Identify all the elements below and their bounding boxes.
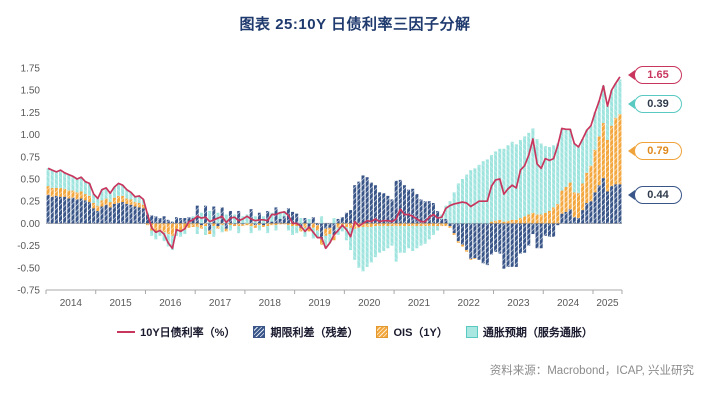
svg-text:0.25: 0.25 (21, 197, 41, 208)
svg-text:2024: 2024 (557, 298, 580, 309)
svg-text:-0.75: -0.75 (17, 286, 40, 297)
svg-text:2022: 2022 (458, 298, 481, 309)
callout-arrow-icon (628, 189, 635, 200)
svg-text:2017: 2017 (209, 298, 232, 309)
svg-text:2014: 2014 (60, 298, 83, 309)
callout-termspread-value: 0.44 (628, 185, 682, 204)
callout-arrow-icon (628, 99, 635, 110)
callout-arrow-icon (628, 69, 635, 80)
source-note: 资料来源：Macrobond，ICAP, 兴业研究 (489, 365, 694, 377)
callout-label: 0.79 (647, 145, 669, 158)
svg-text:-0.50: -0.50 (17, 263, 40, 274)
legend-item-inflation: 通胀预期（服务通胀） (465, 324, 593, 340)
svg-text:2021: 2021 (408, 298, 431, 309)
callout-label: 0.39 (647, 98, 669, 111)
legend-label: 10Y日债利率（%） (140, 327, 236, 339)
svg-text:0.00: 0.00 (21, 219, 41, 230)
callout-label: 0.44 (647, 188, 669, 201)
callout-inflation-value: 0.39 (628, 95, 682, 114)
chart-area: 1.75 1.50 1.25 1.00 0.75 0.50 0.25 0.00 -0.25 -0.… (0, 44, 710, 320)
legend-label: 期限利差（残差） (270, 327, 359, 339)
svg-text:2025: 2025 (596, 298, 619, 309)
legend-item-termspread: 期限利差（残差） (253, 324, 358, 340)
svg-text:2020: 2020 (358, 298, 381, 309)
svg-text:0.50: 0.50 (21, 175, 41, 186)
callout-arrow-icon (628, 146, 635, 157)
svg-text:1.50: 1.50 (21, 86, 41, 97)
svg-text:2023: 2023 (507, 298, 530, 309)
line-swatch-icon (117, 331, 136, 333)
legend-label: OIS（1Y） (393, 327, 448, 339)
callout-label: 1.65 (647, 68, 669, 81)
legend-item-yield: 10Y日债利率（%） (117, 324, 235, 340)
callout-yield-value: 1.65 (628, 65, 682, 84)
svg-text:2019: 2019 (308, 298, 331, 309)
chart-title: 图表 25:10Y 日债利率三因子分解 (239, 16, 471, 33)
svg-text:0.75: 0.75 (21, 152, 41, 163)
svg-text:2018: 2018 (259, 298, 282, 309)
chart-canvas: 1.75 1.50 1.25 1.00 0.75 0.50 0.25 0.00 -0.25 -0.… (17, 64, 623, 309)
svg-text:1.75: 1.75 (21, 64, 41, 75)
svg-text:1.25: 1.25 (21, 108, 41, 119)
hatched-square-icon (376, 326, 389, 338)
svg-text:-0.25: -0.25 (17, 241, 40, 252)
callout-ois-value: 0.79 (628, 142, 682, 161)
legend-label: 通胀预期（服务通胀） (482, 327, 593, 339)
hatched-square-icon (253, 326, 266, 338)
square-swatch-icon (465, 326, 478, 338)
svg-text:1.00: 1.00 (21, 130, 41, 141)
chart-legend: 10Y日债利率（%） 期限利差（残差） OIS（1Y） 通胀预期（服务通胀） (0, 324, 710, 340)
svg-text:2015: 2015 (109, 298, 132, 309)
legend-item-ois: OIS（1Y） (376, 324, 448, 340)
svg-text:2016: 2016 (159, 298, 182, 309)
